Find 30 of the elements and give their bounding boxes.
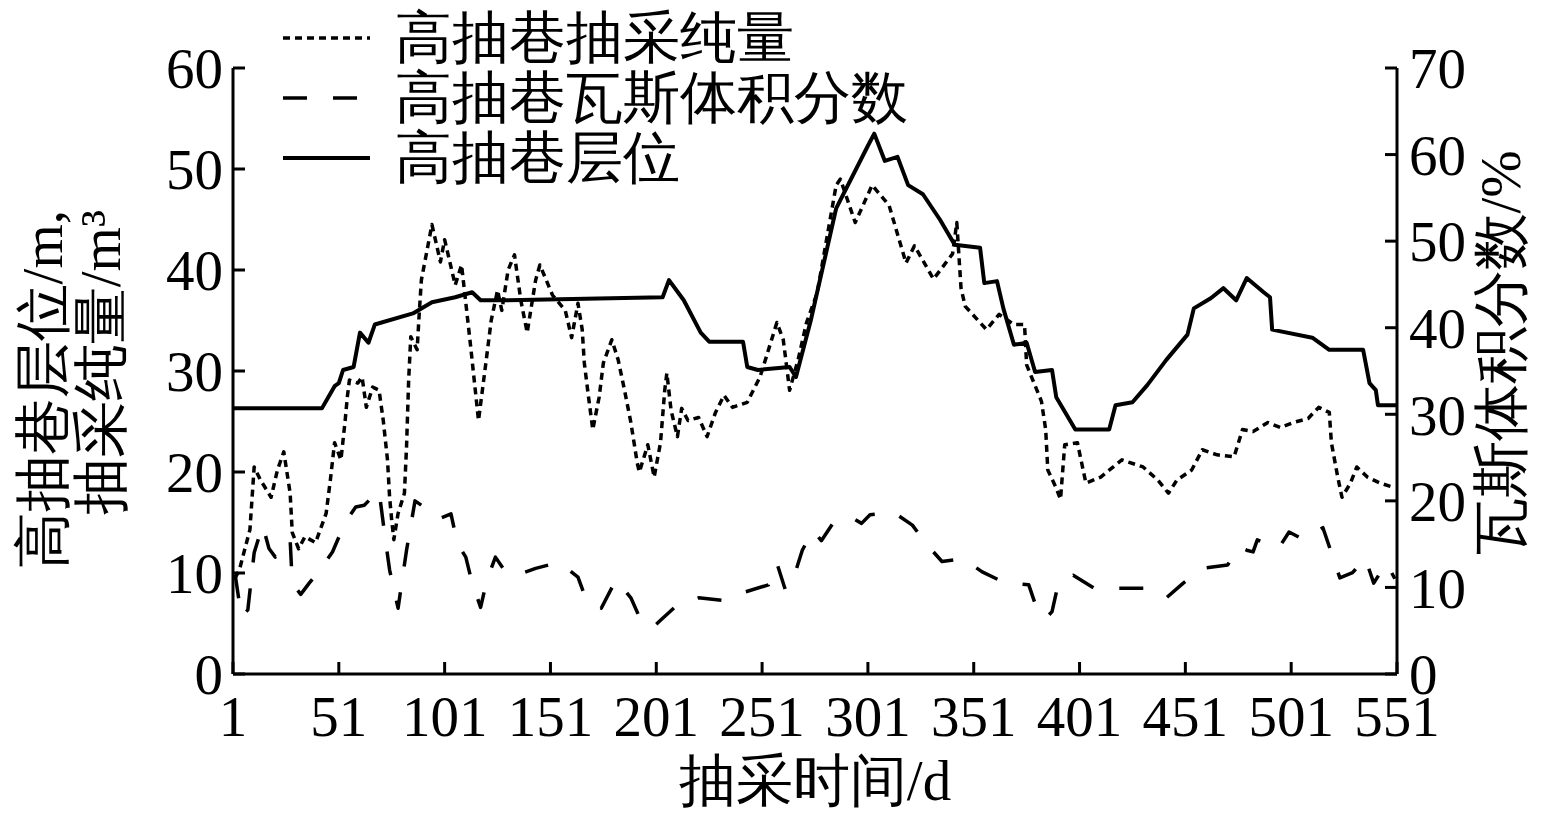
x-tick-label: 51 bbox=[310, 685, 368, 749]
y2-tick-label: 10 bbox=[1409, 556, 1466, 620]
legend-label: 高抽巷抽采纯量 bbox=[395, 6, 794, 69]
y2-tick-label: 20 bbox=[1409, 470, 1466, 534]
x-tick-label: 251 bbox=[719, 685, 805, 749]
y2-tick-label: 60 bbox=[1409, 123, 1466, 187]
x-tick-label: 351 bbox=[930, 685, 1017, 749]
y-tick-label: 20 bbox=[166, 441, 223, 505]
x-axis-title: 抽采时间/d bbox=[678, 748, 952, 812]
x-tick-label: 151 bbox=[507, 685, 594, 749]
y-tick-label: 0 bbox=[194, 643, 223, 707]
y-tick-label: 50 bbox=[166, 138, 223, 202]
y-tick-label: 10 bbox=[166, 542, 223, 606]
y-tick-label: 40 bbox=[166, 239, 223, 303]
x-tick-label: 201 bbox=[613, 685, 700, 749]
legend-label: 高抽巷层位 bbox=[395, 126, 680, 189]
legend-label: 高抽巷瓦斯体积分数 bbox=[395, 66, 908, 129]
x-tick-label: 451 bbox=[1142, 685, 1229, 749]
y2-tick-label: 30 bbox=[1409, 383, 1466, 447]
y2-tick-label: 70 bbox=[1409, 37, 1466, 101]
y2-axis-title: 瓦斯体积分数/% bbox=[1468, 150, 1532, 556]
y-axis-title: 高抽巷层位/m, 抽采纯量/m³ bbox=[10, 210, 132, 570]
y2-tick-label: 40 bbox=[1409, 296, 1466, 360]
y-tick-label: 30 bbox=[166, 340, 223, 404]
y-tick-label: 60 bbox=[166, 37, 223, 101]
y2-tick-label: 50 bbox=[1409, 210, 1466, 274]
x-tick-label: 301 bbox=[825, 685, 911, 749]
x-tick-label: 101 bbox=[401, 685, 488, 749]
x-tick-label: 501 bbox=[1248, 685, 1334, 749]
x-tick-label: 401 bbox=[1036, 685, 1123, 749]
